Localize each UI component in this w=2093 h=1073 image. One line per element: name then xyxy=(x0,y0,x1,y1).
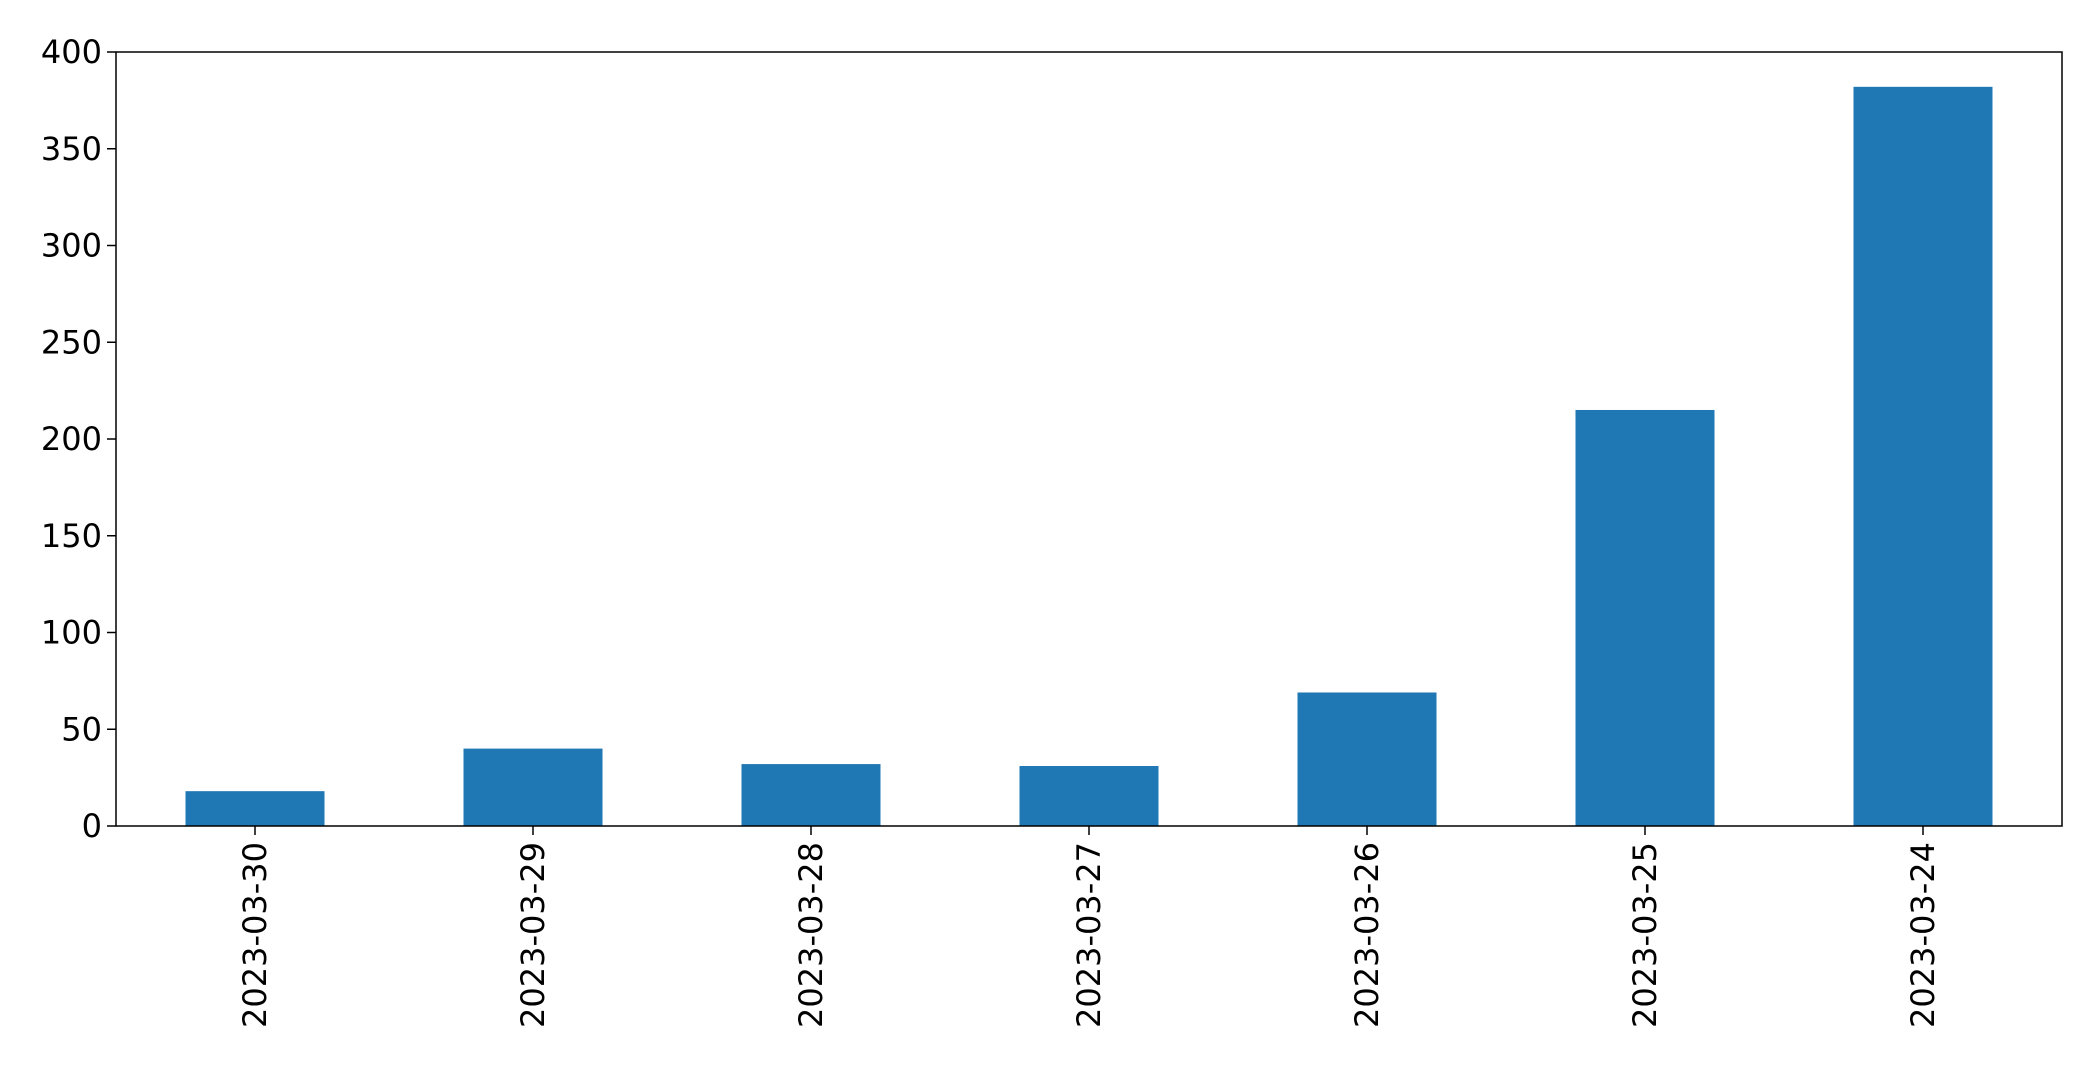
bar-2023-03-30 xyxy=(185,791,325,826)
bar-2023-03-24 xyxy=(1853,86,1993,826)
x-tick-label: 2023-03-30 xyxy=(236,842,274,1028)
bar-2023-03-27 xyxy=(1019,766,1159,826)
plot-frame xyxy=(115,51,2063,827)
y-tick-label: 250 xyxy=(41,323,102,361)
x-tick-label: 2023-03-27 xyxy=(1070,842,1108,1028)
y-tick-label: 350 xyxy=(41,130,102,168)
x-tick-label: 2023-03-28 xyxy=(792,842,830,1028)
y-tick-label: 100 xyxy=(41,614,102,652)
bar-2023-03-26 xyxy=(1297,692,1437,826)
bar-2023-03-25 xyxy=(1575,409,1715,826)
bars xyxy=(185,86,1993,826)
x-tick-label: 2023-03-29 xyxy=(514,842,552,1028)
y-tick-label: 300 xyxy=(41,227,102,265)
x-axis: 2023-03-30 2023-03-29 2023-03-28 2023-03-27… xyxy=(236,826,1942,1028)
y-tick-label: 0 xyxy=(82,807,102,845)
y-axis: 0 50 100 150 200 250 300 350 400 xyxy=(41,33,116,845)
x-tick-label: 2023-03-24 xyxy=(1904,842,1942,1028)
y-tick-label: 150 xyxy=(41,517,102,555)
bar-2023-03-29 xyxy=(463,748,603,826)
x-tick-label: 2023-03-26 xyxy=(1348,842,1386,1028)
bar-2023-03-28 xyxy=(741,764,881,826)
y-tick-label: 200 xyxy=(41,420,102,458)
y-tick-label: 50 xyxy=(61,710,102,748)
y-tick-label: 400 xyxy=(41,33,102,71)
x-tick-label: 2023-03-25 xyxy=(1626,842,1664,1028)
